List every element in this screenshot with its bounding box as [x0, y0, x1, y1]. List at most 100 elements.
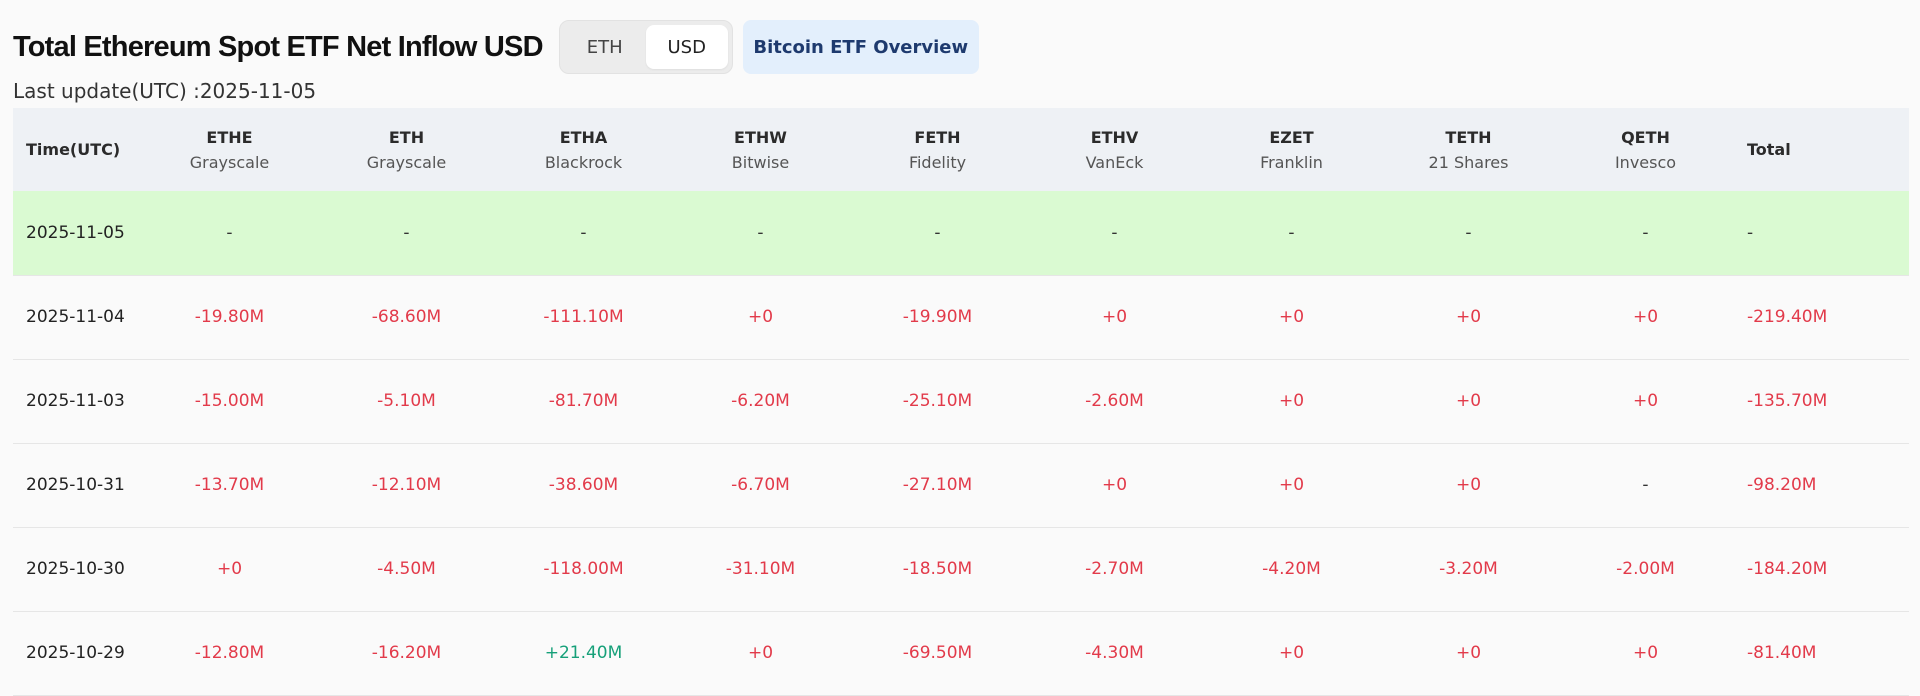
flow-value: +0: [1278, 475, 1305, 495]
column-issuer: VanEck: [1085, 152, 1144, 172]
column-ticker: Time(UTC): [26, 140, 121, 159]
column-issuer: Franklin: [1260, 152, 1323, 172]
row-date: 2025-10-30: [26, 559, 125, 579]
column-issuer: Grayscale: [189, 152, 270, 172]
column-ticker: ETH: [388, 127, 425, 147]
flow-value: -2.00M: [1616, 559, 1675, 579]
flow-value: -16.20M: [371, 643, 442, 663]
table-row: 2025-10-29 -12.80M -16.20M +21.40M +0 -69.50M…: [13, 611, 1909, 695]
row-total: -: [1747, 222, 1754, 243]
column-ticker: FETH: [914, 127, 961, 147]
flow-value: -: [1465, 222, 1472, 243]
flow-value: -118.00M: [543, 559, 624, 579]
column-issuer: Bitwise: [731, 152, 790, 172]
flow-value: +0: [1101, 475, 1128, 495]
table-row: 2025-11-05 - - - - - - - - - -: [13, 191, 1909, 275]
flow-value: -: [1642, 222, 1649, 243]
row-date: 2025-11-03: [26, 391, 125, 411]
flow-value: -: [757, 222, 764, 243]
row-total: -184.20M: [1747, 559, 1828, 579]
flow-value: -18.50M: [902, 559, 973, 579]
flow-value: -27.10M: [902, 475, 973, 495]
flow-value: -15.00M: [194, 391, 265, 411]
row-date: 2025-11-05: [26, 222, 125, 243]
page-title: Total Ethereum Spot ETF Net Inflow USD: [13, 30, 544, 63]
table-row: 2025-11-04 -19.80M -68.60M -111.10M +0 -19.90…: [13, 275, 1909, 359]
flow-value: -: [1642, 475, 1649, 495]
column-issuer: 21 Shares: [1428, 152, 1509, 172]
flow-value: +0: [1101, 307, 1128, 327]
toggle-eth-button[interactable]: ETH: [586, 36, 623, 58]
column-ticker: ETHA: [559, 127, 608, 147]
flow-value: +21.40M: [544, 643, 623, 663]
flow-value: -: [1288, 222, 1295, 243]
table-body: 2025-11-05 - - - - - - - - - - 2025-11-04 -19.80M -68…: [13, 191, 1909, 695]
column-ticker: ETHV: [1090, 127, 1139, 147]
column-issuer: Fidelity: [908, 152, 967, 172]
flow-value: +0: [216, 559, 243, 579]
flow-value: -4.30M: [1085, 643, 1144, 663]
table-row: 2025-10-30 +0 -4.50M -118.00M -31.10M -18.50M…: [13, 527, 1909, 611]
column-header: FETH Fidelity: [849, 108, 1026, 191]
flow-value: +0: [1632, 391, 1659, 411]
flow-value: +0: [1455, 391, 1482, 411]
flow-value: +0: [1632, 307, 1659, 327]
column-header: ETHW Bitwise: [672, 108, 849, 191]
column-issuer: Grayscale: [366, 152, 447, 172]
flow-value: -19.90M: [902, 307, 973, 327]
flow-value: +0: [1278, 391, 1305, 411]
header-row: Time(UTC) ETHE Grayscale ETH Grayscale ETHA Bl…: [13, 108, 1909, 191]
flow-value: -5.10M: [377, 391, 436, 411]
flow-value: +0: [1278, 307, 1305, 327]
column-issuer: Invesco: [1614, 152, 1677, 172]
toggle-usd-button[interactable]: USD: [645, 25, 728, 69]
flow-value: -25.10M: [902, 391, 973, 411]
row-total: -98.20M: [1747, 475, 1817, 495]
unit-toggle: ETH USD: [558, 20, 733, 74]
flow-value: -69.50M: [902, 643, 973, 663]
flow-value: -: [403, 222, 410, 243]
column-ticker: ETHE: [206, 127, 253, 147]
flow-value: -38.60M: [548, 475, 619, 495]
row-total: -135.70M: [1747, 391, 1828, 411]
flow-value: -: [226, 222, 233, 243]
column-ticker: Total: [1747, 140, 1791, 159]
bitcoin-etf-overview-button[interactable]: Bitcoin ETF Overview: [742, 20, 979, 74]
column-header: Total: [1734, 108, 1909, 191]
flow-value: -2.70M: [1085, 559, 1144, 579]
column-ticker: TETH: [1445, 127, 1492, 147]
column-header: ETH Grayscale: [318, 108, 495, 191]
flow-value: -2.60M: [1085, 391, 1144, 411]
column-ticker: QETH: [1621, 127, 1670, 147]
table-row: 2025-11-03 -15.00M -5.10M -81.70M -6.20M -25.…: [13, 359, 1909, 443]
flow-value: -4.20M: [1262, 559, 1321, 579]
table-header: Time(UTC) ETHE Grayscale ETH Grayscale ETHA Bl…: [13, 108, 1909, 191]
last-update: Last update(UTC) :2025-11-05: [13, 79, 317, 103]
column-header: ETHV VanEck: [1026, 108, 1203, 191]
etf-flow-table-container: Time(UTC) ETHE Grayscale ETH Grayscale ETHA Bl…: [13, 108, 1909, 696]
flow-value: -31.10M: [725, 559, 796, 579]
column-header: EZET Franklin: [1203, 108, 1380, 191]
flow-value: -4.50M: [377, 559, 436, 579]
flow-value: -19.80M: [194, 307, 265, 327]
flow-value: -6.70M: [731, 475, 790, 495]
column-issuer: Blackrock: [544, 152, 623, 172]
flow-value: -12.10M: [371, 475, 442, 495]
flow-value: -111.10M: [543, 307, 624, 327]
flow-value: -68.60M: [371, 307, 442, 327]
flow-value: +0: [747, 307, 774, 327]
flow-value: -: [1111, 222, 1118, 243]
row-total: -219.40M: [1747, 307, 1828, 327]
column-ticker: EZET: [1269, 127, 1314, 147]
flow-value: -: [934, 222, 941, 243]
flow-value: +0: [1278, 643, 1305, 663]
flow-value: -3.20M: [1439, 559, 1498, 579]
flow-value: -: [580, 222, 587, 243]
flow-value: +0: [1632, 643, 1659, 663]
flow-value: +0: [1455, 643, 1482, 663]
column-header: QETH Invesco: [1557, 108, 1734, 191]
table-row: 2025-10-31 -13.70M -12.10M -38.60M -6.70M -27…: [13, 443, 1909, 527]
column-header: ETHE Grayscale: [141, 108, 318, 191]
flow-value: -13.70M: [194, 475, 265, 495]
flow-value: +0: [1455, 307, 1482, 327]
